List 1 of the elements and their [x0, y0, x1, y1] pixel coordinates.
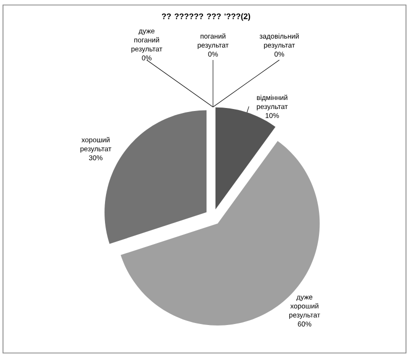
- chart-title: ?? ?????? ??? '???(2): [162, 13, 250, 21]
